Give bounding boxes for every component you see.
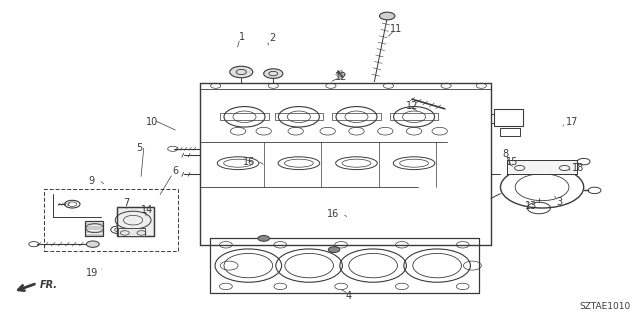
- Bar: [275, 113, 323, 120]
- Text: 4: 4: [346, 291, 352, 301]
- Text: 1: 1: [239, 32, 245, 42]
- Text: 2: 2: [269, 33, 275, 44]
- Text: 12: 12: [406, 100, 419, 111]
- Text: 19: 19: [86, 268, 98, 278]
- Bar: [507, 160, 577, 174]
- Circle shape: [258, 236, 269, 241]
- Text: 6: 6: [173, 166, 179, 176]
- Bar: [507, 160, 577, 174]
- Bar: [332, 113, 381, 120]
- Circle shape: [328, 247, 340, 252]
- Text: 7: 7: [124, 198, 130, 208]
- Text: 10: 10: [146, 116, 158, 127]
- Circle shape: [380, 12, 395, 20]
- Bar: [44, 189, 178, 251]
- Bar: [118, 228, 145, 236]
- Text: 16: 16: [327, 209, 339, 220]
- Bar: [390, 113, 438, 120]
- Bar: [494, 109, 523, 126]
- Circle shape: [264, 69, 283, 78]
- Text: SZTAE1010: SZTAE1010: [579, 302, 630, 311]
- Text: 17: 17: [566, 116, 578, 127]
- Text: 9: 9: [88, 176, 95, 186]
- Bar: [117, 207, 154, 236]
- Text: 16: 16: [243, 156, 255, 167]
- Bar: [85, 221, 103, 236]
- Bar: [220, 113, 269, 120]
- Circle shape: [86, 241, 99, 247]
- Text: 12: 12: [335, 72, 348, 82]
- Text: FR.: FR.: [40, 280, 58, 291]
- Bar: [85, 221, 103, 236]
- Text: 3: 3: [557, 197, 563, 207]
- Text: 13: 13: [525, 201, 537, 212]
- Text: 11: 11: [390, 24, 403, 34]
- Bar: [117, 207, 154, 236]
- Text: 5: 5: [136, 143, 143, 153]
- Circle shape: [230, 66, 253, 78]
- Text: 18: 18: [572, 163, 584, 173]
- Text: 15: 15: [506, 156, 518, 167]
- Bar: [500, 128, 520, 136]
- Text: 14: 14: [141, 204, 153, 215]
- Text: 8: 8: [502, 148, 509, 159]
